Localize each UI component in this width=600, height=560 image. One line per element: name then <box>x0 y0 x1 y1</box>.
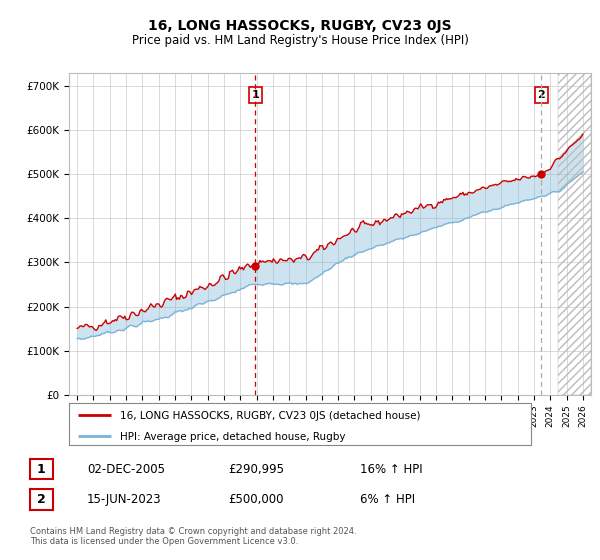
Text: HPI: Average price, detached house, Rugby: HPI: Average price, detached house, Rugb… <box>120 432 346 442</box>
Text: 16, LONG HASSOCKS, RUGBY, CV23 0JS: 16, LONG HASSOCKS, RUGBY, CV23 0JS <box>148 20 452 34</box>
Text: 16, LONG HASSOCKS, RUGBY, CV23 0JS (detached house): 16, LONG HASSOCKS, RUGBY, CV23 0JS (deta… <box>120 411 421 421</box>
Text: 1: 1 <box>37 463 46 476</box>
Text: 2: 2 <box>37 493 46 506</box>
Text: £290,995: £290,995 <box>228 463 284 476</box>
Text: Price paid vs. HM Land Registry's House Price Index (HPI): Price paid vs. HM Land Registry's House … <box>131 34 469 47</box>
Text: 15-JUN-2023: 15-JUN-2023 <box>87 493 161 506</box>
Text: 1: 1 <box>251 90 259 100</box>
Text: 02-DEC-2005: 02-DEC-2005 <box>87 463 165 476</box>
Text: £500,000: £500,000 <box>228 493 284 506</box>
Text: 2: 2 <box>538 90 545 100</box>
Text: Contains HM Land Registry data © Crown copyright and database right 2024.
This d: Contains HM Land Registry data © Crown c… <box>30 527 356 546</box>
Text: 16% ↑ HPI: 16% ↑ HPI <box>360 463 422 476</box>
Text: 6% ↑ HPI: 6% ↑ HPI <box>360 493 415 506</box>
